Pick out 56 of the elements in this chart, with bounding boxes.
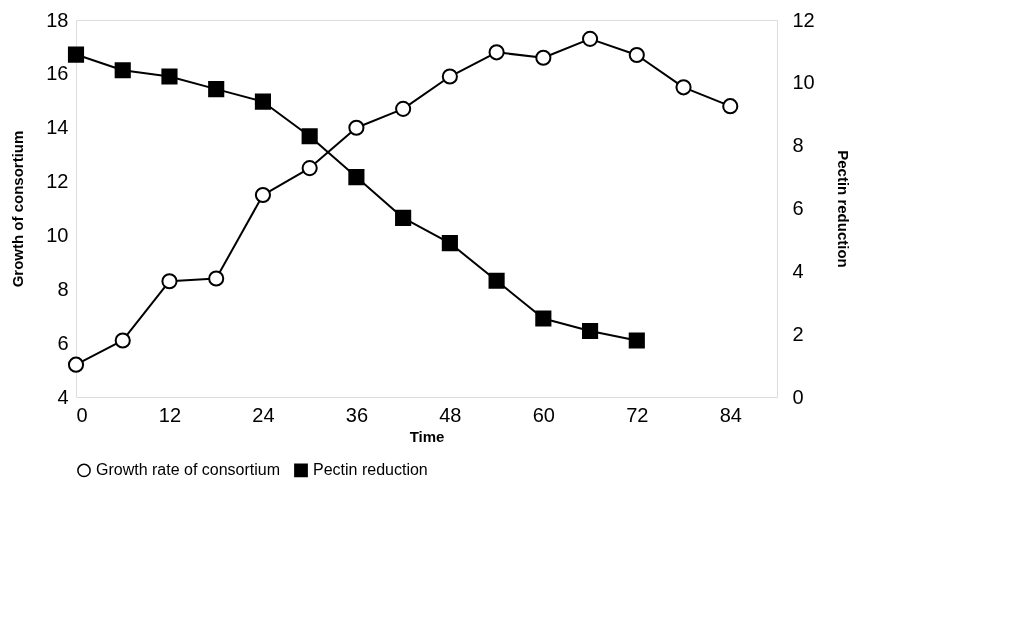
point xyxy=(675,79,692,96)
point xyxy=(301,128,318,145)
y2-tick-label: 4 xyxy=(792,259,804,282)
y-tick-label: 4 xyxy=(57,385,69,408)
point xyxy=(395,100,412,117)
x-tick-label: 0 xyxy=(76,403,88,426)
point xyxy=(582,30,599,47)
point xyxy=(535,310,552,327)
point xyxy=(114,332,131,349)
x-tick-label: 36 xyxy=(345,403,369,426)
point xyxy=(67,356,85,373)
y-tick-label: 10 xyxy=(46,223,69,246)
y-tick-label: 6 xyxy=(57,331,69,354)
point xyxy=(535,49,552,66)
point xyxy=(114,62,131,79)
y2-tick-label: 12 xyxy=(792,8,815,31)
point xyxy=(161,68,178,85)
point xyxy=(254,186,271,204)
point xyxy=(348,169,365,186)
point xyxy=(628,46,645,64)
point xyxy=(348,119,365,136)
y2-tick-label: 8 xyxy=(792,134,804,157)
point xyxy=(208,81,225,98)
point xyxy=(441,68,458,85)
y2-tick-label: 6 xyxy=(792,197,804,219)
y-tick-label: 12 xyxy=(46,170,69,193)
y2-tick-label: 2 xyxy=(792,322,804,345)
point xyxy=(628,332,645,349)
y2-axis-title: Pectin reduction xyxy=(834,150,852,268)
y-tick-label: 8 xyxy=(57,277,69,300)
y-tick-label: 18 xyxy=(46,8,69,31)
y2-tick-label: 10 xyxy=(792,71,815,94)
x-tick-label: 84 xyxy=(719,403,742,426)
point xyxy=(254,93,271,110)
point xyxy=(301,160,318,177)
y-tick-label: 16 xyxy=(46,62,69,85)
x-tick-label: 72 xyxy=(626,403,649,426)
x-tick-label: 48 xyxy=(439,403,462,426)
y-tick-label: 14 xyxy=(46,116,69,139)
point xyxy=(67,46,85,63)
point xyxy=(722,98,739,115)
point xyxy=(488,272,505,289)
point xyxy=(488,44,505,61)
point xyxy=(208,270,225,287)
point xyxy=(395,209,412,226)
legend-label: Growth rate of consortium xyxy=(96,461,281,479)
x-axis-title: Time xyxy=(409,427,445,445)
x-tick-label: 60 xyxy=(532,403,555,426)
legend-label: Pectin reduction xyxy=(313,461,428,479)
x-tick-label: 24 xyxy=(252,403,275,426)
y2-tick-label: 0 xyxy=(792,385,804,408)
x-tick-label: 12 xyxy=(158,403,182,426)
y-axis-title: Growth of consortium xyxy=(9,130,27,288)
point xyxy=(582,322,599,340)
point xyxy=(441,234,458,252)
point xyxy=(161,273,178,290)
